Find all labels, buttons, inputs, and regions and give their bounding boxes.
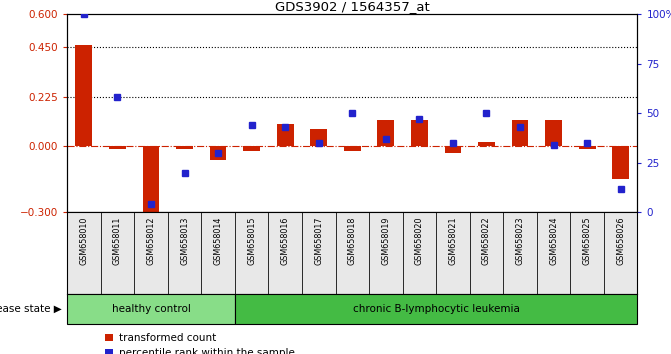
Text: GSM658015: GSM658015 xyxy=(247,216,256,265)
Text: GSM658022: GSM658022 xyxy=(482,216,491,265)
Text: GSM658010: GSM658010 xyxy=(79,216,89,265)
Bar xyxy=(578,146,595,149)
Text: GSM658017: GSM658017 xyxy=(314,216,323,265)
Text: GSM658014: GSM658014 xyxy=(213,216,223,265)
Text: GSM658018: GSM658018 xyxy=(348,216,357,265)
Bar xyxy=(377,120,394,146)
Bar xyxy=(168,212,201,294)
Bar xyxy=(369,212,403,294)
Text: GSM658021: GSM658021 xyxy=(448,216,458,265)
Text: GSM658025: GSM658025 xyxy=(582,216,592,265)
Bar xyxy=(612,146,629,179)
Text: disease state ▶: disease state ▶ xyxy=(0,304,62,314)
Title: GDS3902 / 1564357_at: GDS3902 / 1564357_at xyxy=(275,0,429,13)
Bar xyxy=(545,120,562,146)
Bar xyxy=(101,212,134,294)
Bar xyxy=(444,146,461,153)
Bar xyxy=(478,142,495,146)
Text: chronic B-lymphocytic leukemia: chronic B-lymphocytic leukemia xyxy=(353,304,519,314)
Bar xyxy=(142,146,159,217)
Bar xyxy=(503,212,537,294)
Bar xyxy=(310,129,327,146)
Text: GSM658016: GSM658016 xyxy=(280,216,290,265)
Text: GSM658019: GSM658019 xyxy=(381,216,391,265)
Bar xyxy=(235,294,637,324)
Bar xyxy=(201,212,235,294)
Bar xyxy=(67,294,235,324)
Text: GSM658020: GSM658020 xyxy=(415,216,424,265)
Bar xyxy=(209,146,227,160)
Bar xyxy=(67,212,101,294)
Legend: transformed count, percentile rank within the sample: transformed count, percentile rank withi… xyxy=(101,329,299,354)
Text: healthy control: healthy control xyxy=(111,304,191,314)
Text: GSM658011: GSM658011 xyxy=(113,216,122,265)
Bar xyxy=(604,212,637,294)
Bar xyxy=(336,212,369,294)
Bar xyxy=(243,146,260,151)
Bar xyxy=(277,124,294,146)
Bar xyxy=(176,146,193,149)
Bar xyxy=(436,212,470,294)
Bar xyxy=(302,212,336,294)
Bar xyxy=(403,212,436,294)
Bar xyxy=(75,45,92,146)
Text: GSM658023: GSM658023 xyxy=(515,216,525,265)
Bar xyxy=(537,212,570,294)
Text: GSM658024: GSM658024 xyxy=(549,216,558,265)
Bar xyxy=(235,212,268,294)
Bar xyxy=(344,146,361,151)
Text: GSM658012: GSM658012 xyxy=(146,216,156,265)
Text: GSM658013: GSM658013 xyxy=(180,216,189,265)
Text: GSM658026: GSM658026 xyxy=(616,216,625,265)
Bar xyxy=(411,120,427,146)
Bar xyxy=(268,212,302,294)
Bar xyxy=(470,212,503,294)
Bar xyxy=(570,212,604,294)
Bar xyxy=(134,212,168,294)
Bar xyxy=(511,120,529,146)
Bar xyxy=(109,146,126,149)
